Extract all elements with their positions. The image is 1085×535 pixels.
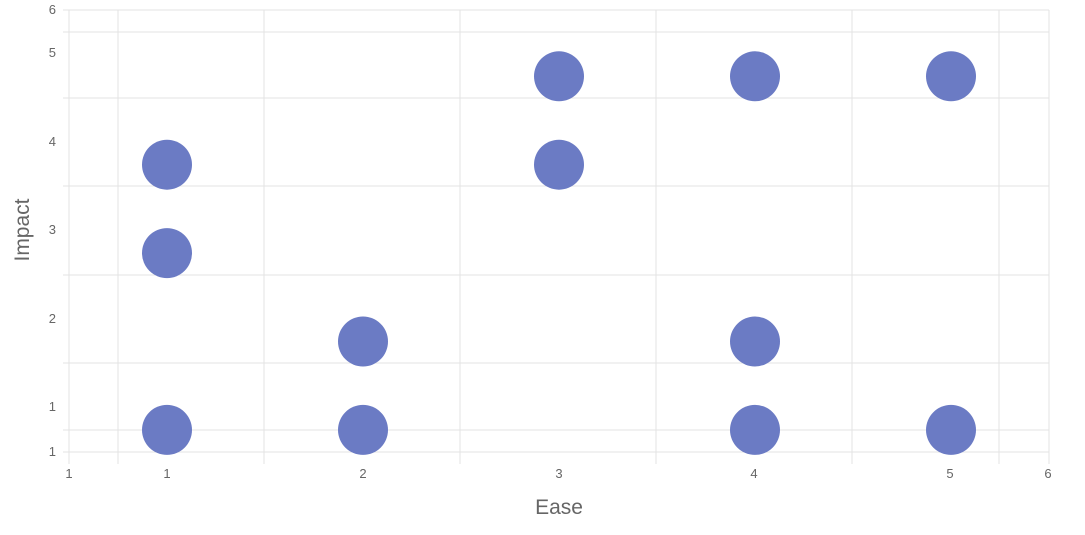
- data-point[interactable]: [926, 51, 976, 102]
- data-point[interactable]: [730, 51, 780, 102]
- x-tick-label: 1: [163, 466, 170, 481]
- x-tick-label: 3: [555, 466, 562, 481]
- y-tick-label: 3: [49, 222, 56, 237]
- data-point[interactable]: [534, 51, 584, 102]
- y-tick-label: 1: [49, 444, 56, 459]
- x-tick-label: 6: [1044, 466, 1051, 481]
- data-point[interactable]: [730, 404, 780, 455]
- x-tick-label: 1: [65, 466, 72, 481]
- y-axis-ticks: 1 1 2 3 4 5 6: [49, 2, 56, 459]
- data-points: [142, 51, 976, 455]
- x-tick-label: 4: [750, 466, 757, 481]
- data-point[interactable]: [142, 139, 192, 190]
- y-tick-label: 6: [49, 2, 56, 17]
- data-point[interactable]: [142, 404, 192, 455]
- x-tick-label: 5: [946, 466, 953, 481]
- chart-grid: [63, 9, 1050, 464]
- x-axis-ticks: 1 1 2 3 4 5 6: [65, 466, 1051, 481]
- y-tick-label: 2: [49, 311, 56, 326]
- data-point[interactable]: [534, 139, 584, 190]
- y-tick-label: 1: [49, 399, 56, 414]
- y-tick-label: 5: [49, 45, 56, 60]
- data-point[interactable]: [926, 404, 976, 455]
- data-point[interactable]: [142, 228, 192, 279]
- y-axis-title: Impact: [11, 198, 34, 261]
- x-tick-label: 2: [359, 466, 366, 481]
- data-point[interactable]: [730, 316, 780, 367]
- x-axis-title: Ease: [535, 496, 583, 519]
- data-point[interactable]: [338, 316, 388, 367]
- y-tick-label: 4: [49, 134, 56, 149]
- data-point[interactable]: [338, 404, 388, 455]
